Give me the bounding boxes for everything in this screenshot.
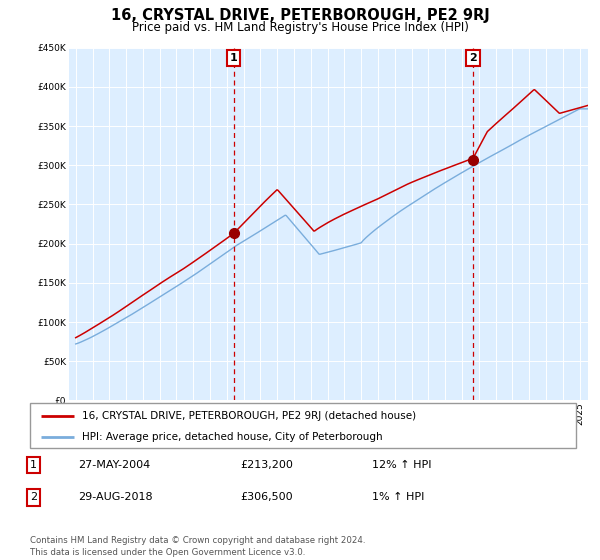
Text: 12% ↑ HPI: 12% ↑ HPI bbox=[372, 460, 431, 470]
Text: HPI: Average price, detached house, City of Peterborough: HPI: Average price, detached house, City… bbox=[82, 432, 382, 442]
Text: 1: 1 bbox=[230, 53, 238, 63]
Text: £306,500: £306,500 bbox=[240, 492, 293, 502]
Text: Price paid vs. HM Land Registry's House Price Index (HPI): Price paid vs. HM Land Registry's House … bbox=[131, 21, 469, 34]
Text: Contains HM Land Registry data © Crown copyright and database right 2024.
This d: Contains HM Land Registry data © Crown c… bbox=[30, 536, 365, 557]
Text: 2: 2 bbox=[469, 53, 477, 63]
Text: 1% ↑ HPI: 1% ↑ HPI bbox=[372, 492, 424, 502]
Text: 16, CRYSTAL DRIVE, PETERBOROUGH, PE2 9RJ: 16, CRYSTAL DRIVE, PETERBOROUGH, PE2 9RJ bbox=[110, 8, 490, 24]
Text: 2: 2 bbox=[30, 492, 37, 502]
Text: £213,200: £213,200 bbox=[240, 460, 293, 470]
Text: 27-MAY-2004: 27-MAY-2004 bbox=[78, 460, 150, 470]
Text: 16, CRYSTAL DRIVE, PETERBOROUGH, PE2 9RJ (detached house): 16, CRYSTAL DRIVE, PETERBOROUGH, PE2 9RJ… bbox=[82, 410, 416, 421]
Text: 29-AUG-2018: 29-AUG-2018 bbox=[78, 492, 152, 502]
Text: 1: 1 bbox=[30, 460, 37, 470]
